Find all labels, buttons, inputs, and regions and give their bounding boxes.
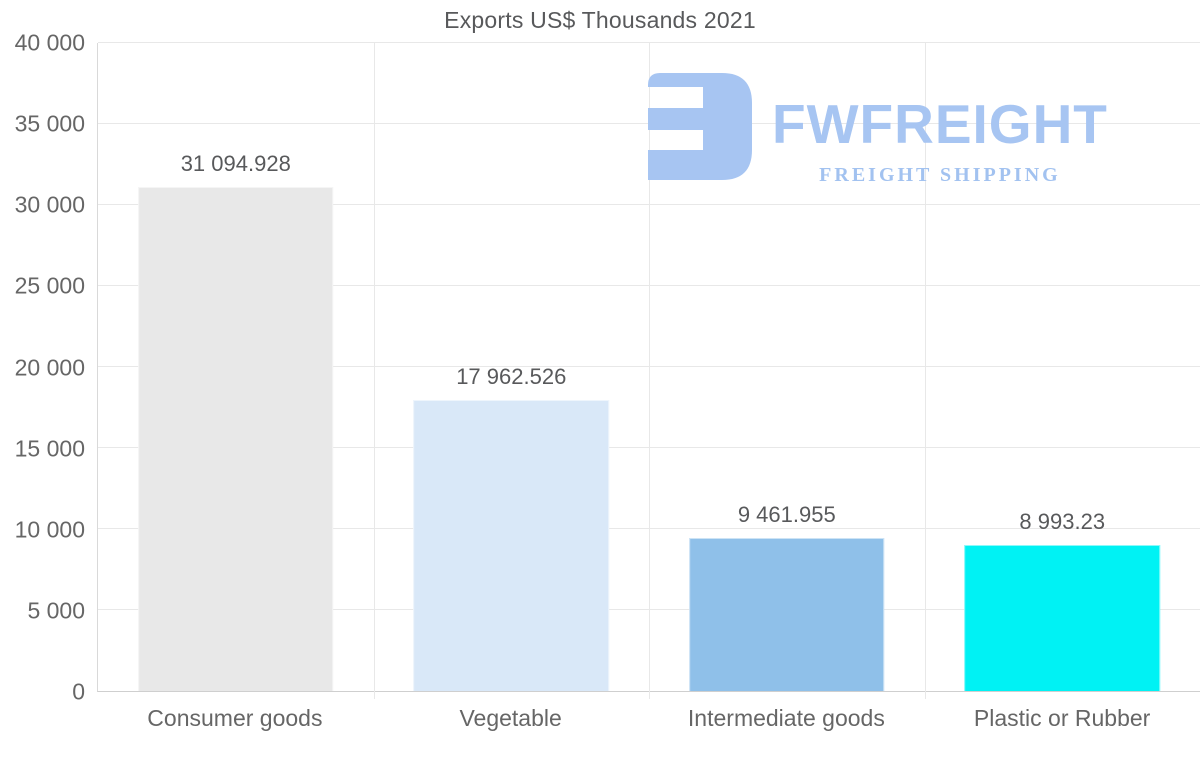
bar-slot: 31 094.928	[98, 43, 374, 691]
bar-intermediate-goods	[688, 537, 885, 691]
y-tick-label: 25 000	[14, 272, 85, 299]
h-gridline	[98, 42, 1200, 43]
y-tick-label: 35 000	[14, 110, 85, 137]
bar-plastic-or-rubber	[964, 545, 1161, 691]
v-gridline	[373, 43, 375, 699]
y-tick-label: 5 000	[27, 597, 85, 624]
y-tick-label: 15 000	[14, 435, 85, 462]
x-category-label: Intermediate goods	[687, 705, 885, 731]
v-gridline	[924, 43, 926, 699]
y-tick-label: 20 000	[14, 354, 85, 380]
bar-slot: 9 461.955	[649, 43, 925, 691]
bar-value-label: 8 993.23	[1019, 509, 1106, 535]
chart-title: Exports US$ Thousands 2021	[444, 7, 756, 33]
y-tick-label: 40 000	[14, 29, 85, 56]
x-category-label: Consumer goods	[147, 705, 323, 731]
x-category-label: Plastic or Rubber	[973, 705, 1151, 731]
bar-slot: 8 993.23	[925, 43, 1200, 691]
logo-subtitle: FREIGHT SHIPPING	[819, 164, 1061, 186]
bar-value-label: 9 461.955	[737, 501, 836, 527]
watermark-logo: FWFREIGHT FREIGHT SHIPPING	[648, 73, 1108, 187]
v-gridline	[649, 43, 650, 699]
plot-area: 31 094.928 17 962.526 9 461.955 8 993.23	[97, 42, 1200, 699]
y-axis: 0 5 000 10 000 15 000 20 000 25 000 30 000 35 0…	[0, 30, 85, 705]
bar-value-label: 31 094.928	[180, 151, 291, 177]
bar-consumer-goods	[137, 187, 334, 691]
bar-slot: 17 962.526	[374, 43, 650, 691]
bar-vegetable	[413, 400, 610, 691]
bar-value-label: 17 962.526	[456, 364, 567, 390]
bar-slots: 31 094.928 17 962.526 9 461.955 8 993.23	[98, 43, 1200, 691]
logo-wordmark: FWFREIGHT	[772, 93, 1108, 155]
y-tick-label: 0	[72, 678, 85, 705]
x-axis: Consumer goods Vegetable Intermediate good…	[97, 697, 1200, 732]
x-category-label: Vegetable	[459, 705, 562, 731]
freight-logo-icon	[648, 73, 752, 180]
y-tick-label: 10 000	[14, 516, 85, 543]
logo-text-block: FWFREIGHT FREIGHT SHIPPING	[772, 73, 1108, 187]
y-tick-label: 30 000	[14, 191, 85, 218]
